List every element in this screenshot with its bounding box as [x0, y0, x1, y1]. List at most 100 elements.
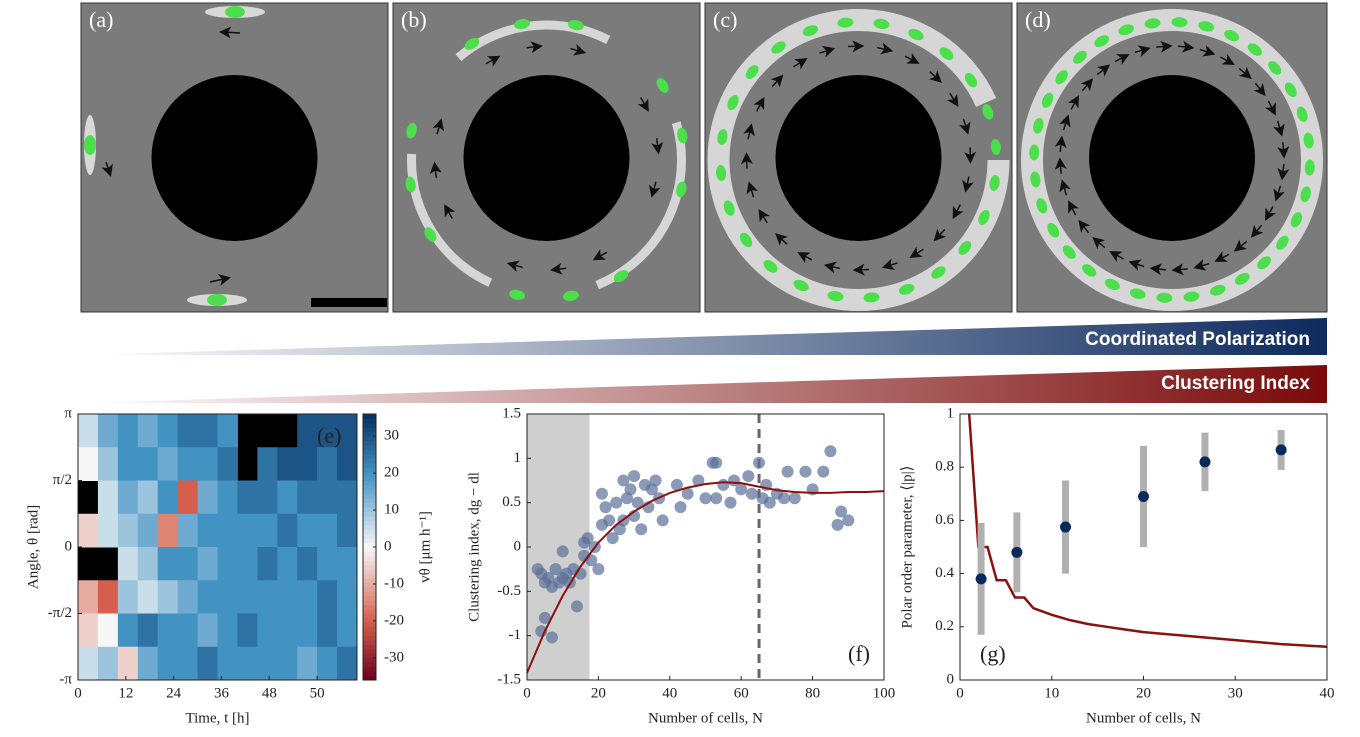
colorbar-swatch — [363, 467, 376, 472]
panel-label: (g) — [980, 641, 1006, 666]
heatmap-cell — [118, 514, 138, 548]
y-tick-label: 0.4 — [935, 565, 954, 581]
colorbar-swatch — [363, 427, 376, 432]
colorbar-swatch — [363, 494, 376, 499]
heatmap-cell — [178, 481, 198, 515]
heatmap-cell — [178, 514, 198, 548]
x-tick-label: 0 — [74, 685, 82, 701]
point — [1138, 491, 1149, 502]
colorbar-swatch — [363, 596, 376, 601]
point — [557, 545, 569, 557]
heatmap-cell — [158, 447, 178, 481]
y-tick-label: π — [64, 405, 72, 421]
point — [782, 466, 794, 478]
pillar — [152, 75, 318, 241]
y-tick-label: -1.5 — [497, 671, 521, 687]
x-tick-label: 60 — [734, 685, 749, 701]
heatmap-cell — [218, 481, 238, 515]
colorbar-swatch — [363, 516, 376, 521]
heatmap-cell — [78, 447, 98, 481]
colorbar-swatch — [363, 472, 376, 477]
colorbar-swatch — [363, 547, 376, 552]
heatmap-cell — [78, 580, 98, 614]
colorbar-swatch — [363, 551, 376, 556]
heatmap-cell — [158, 514, 178, 548]
heatmap-cell — [337, 614, 357, 648]
point — [657, 514, 669, 526]
y-tick-label: 1 — [947, 405, 955, 421]
nucleus — [84, 135, 96, 155]
colorbar-swatch — [363, 609, 376, 614]
colorbar-label: vθ [μm h⁻¹] — [417, 511, 433, 583]
heatmap-cell — [317, 514, 337, 548]
point — [1060, 522, 1071, 533]
heatmap-cell — [218, 580, 238, 614]
micrographs: (a)(b)(c)(d) — [81, 3, 1327, 312]
point — [592, 563, 604, 575]
heatmap-cell — [297, 647, 317, 681]
colorbar-swatch — [363, 662, 376, 667]
heatmap-cell — [317, 481, 337, 515]
point — [603, 514, 615, 526]
heatmap-cell — [337, 647, 357, 681]
point — [596, 488, 608, 500]
colorbar-swatch — [363, 485, 376, 490]
point — [1011, 547, 1022, 558]
heatmap-cell — [237, 514, 257, 548]
colorbar-swatch — [363, 423, 376, 428]
point — [842, 514, 854, 526]
heatmap-cell — [118, 414, 138, 448]
colorbar-swatch — [363, 418, 376, 423]
x-tick-label: 48 — [262, 685, 277, 701]
x-tick-label: 0 — [956, 685, 964, 701]
colorbar-tick-label: -30 — [384, 649, 404, 665]
heatmap-cell — [277, 481, 297, 515]
heatmap-cell — [237, 614, 257, 648]
point — [832, 519, 844, 531]
colorbar-swatch — [363, 454, 376, 459]
heatmap-cell — [337, 580, 357, 614]
x-tick-label: 0 — [523, 685, 531, 701]
heatmap-cell — [277, 547, 297, 581]
colorbar-tick-label: 10 — [384, 501, 399, 517]
colorbar-swatch — [363, 445, 376, 450]
point — [546, 631, 558, 643]
colorbar-swatch — [363, 534, 376, 539]
point — [710, 457, 722, 469]
point — [700, 492, 712, 504]
x-tick-label: 24 — [166, 685, 182, 701]
heatmap-cell — [158, 580, 178, 614]
colorbar-tick-label: -20 — [384, 612, 404, 628]
heatmap-cell — [297, 414, 317, 448]
x-tick-label: 50 — [310, 685, 325, 701]
clustering-wedge — [80, 365, 1327, 403]
heatmap-cell — [237, 647, 257, 681]
pillar — [776, 75, 942, 241]
x-tick-label: 20 — [1136, 685, 1151, 701]
x-tick-label: 30 — [1228, 685, 1243, 701]
colorbar-swatch — [363, 582, 376, 587]
x-axis-label: Time, t [h] — [185, 710, 249, 726]
y-axis-label: Polar order parameter, ⟨|p|⟩ — [899, 466, 915, 629]
point — [778, 492, 790, 504]
colorbar-swatch — [363, 574, 376, 579]
y-tick-label: -0.5 — [497, 583, 521, 599]
scale-bar — [311, 298, 387, 307]
heatmap-cell — [78, 414, 98, 448]
colorbar-swatch — [363, 640, 376, 645]
heatmap-cell — [118, 614, 138, 648]
colorbar-tick-label: 30 — [384, 428, 399, 444]
heatmap-cell — [297, 614, 317, 648]
heatmap-cell — [138, 481, 158, 515]
colorbar-swatch — [363, 622, 376, 627]
point — [1276, 444, 1287, 455]
heatmap-cell — [257, 447, 277, 481]
point — [976, 573, 987, 584]
y-tick-label: 0.5 — [502, 494, 521, 510]
heatmap-cell — [198, 614, 218, 648]
point — [746, 488, 758, 500]
point — [789, 492, 801, 504]
point — [742, 470, 754, 482]
x-axis-label: Number of cells, N — [648, 710, 763, 726]
heatmap-cell — [118, 547, 138, 581]
